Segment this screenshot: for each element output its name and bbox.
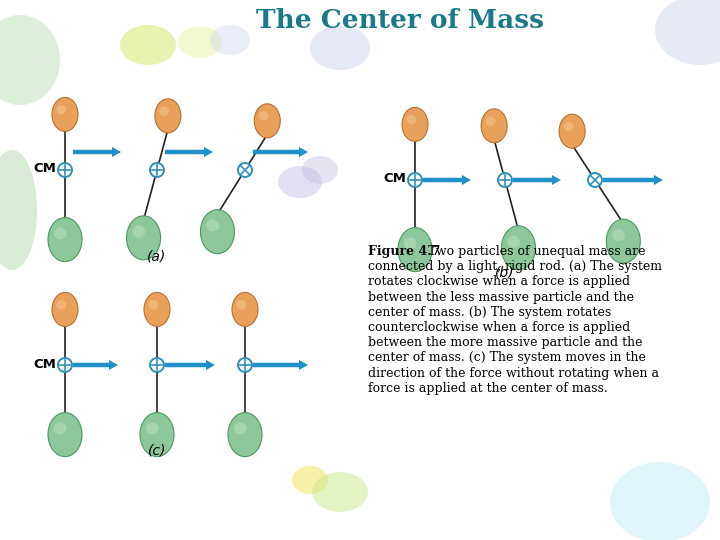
Text: (b): (b) <box>495 265 515 279</box>
Text: counterclockwise when a force is applied: counterclockwise when a force is applied <box>368 321 630 334</box>
Ellipse shape <box>258 111 269 121</box>
Ellipse shape <box>606 219 640 263</box>
Ellipse shape <box>56 105 66 114</box>
Ellipse shape <box>278 166 322 198</box>
Ellipse shape <box>254 104 280 138</box>
Ellipse shape <box>655 0 720 65</box>
Ellipse shape <box>236 300 246 309</box>
Ellipse shape <box>207 219 219 232</box>
Ellipse shape <box>48 413 82 457</box>
Ellipse shape <box>132 226 145 238</box>
Ellipse shape <box>398 227 432 272</box>
Text: (c): (c) <box>148 444 166 458</box>
Ellipse shape <box>481 109 507 143</box>
Ellipse shape <box>56 300 66 309</box>
Ellipse shape <box>404 238 417 249</box>
Ellipse shape <box>407 115 416 124</box>
Ellipse shape <box>178 26 222 58</box>
Ellipse shape <box>120 25 176 65</box>
FancyArrow shape <box>73 360 118 370</box>
Ellipse shape <box>210 25 250 55</box>
Text: CM: CM <box>33 357 56 370</box>
Ellipse shape <box>200 210 235 254</box>
FancyArrow shape <box>423 175 471 185</box>
Ellipse shape <box>234 422 247 435</box>
Text: The Center of Mass: The Center of Mass <box>256 8 544 32</box>
Ellipse shape <box>610 462 710 540</box>
Ellipse shape <box>559 114 585 148</box>
Ellipse shape <box>485 117 495 126</box>
Ellipse shape <box>501 226 536 270</box>
Ellipse shape <box>292 466 328 494</box>
Ellipse shape <box>159 106 169 116</box>
Text: CM: CM <box>383 172 406 186</box>
Text: rotates clockwise when a force is applied: rotates clockwise when a force is applie… <box>368 275 630 288</box>
Text: between the less massive particle and the: between the less massive particle and th… <box>368 291 634 303</box>
Ellipse shape <box>232 292 258 326</box>
Ellipse shape <box>52 292 78 326</box>
Ellipse shape <box>508 235 520 248</box>
Circle shape <box>408 173 422 187</box>
Circle shape <box>238 358 252 372</box>
FancyArrow shape <box>73 147 121 157</box>
Text: center of mass. (b) The system rotates: center of mass. (b) The system rotates <box>368 306 611 319</box>
Ellipse shape <box>302 156 338 184</box>
Text: Figure 4.7: Figure 4.7 <box>368 245 441 258</box>
Ellipse shape <box>0 15 60 105</box>
Text: CM: CM <box>33 163 56 176</box>
Circle shape <box>150 163 164 177</box>
Ellipse shape <box>564 122 573 131</box>
Ellipse shape <box>228 413 262 457</box>
Circle shape <box>498 173 512 187</box>
FancyArrow shape <box>603 175 663 185</box>
Ellipse shape <box>127 216 161 260</box>
Text: center of mass. (c) The system moves in the: center of mass. (c) The system moves in … <box>368 352 646 365</box>
Ellipse shape <box>155 99 181 133</box>
Ellipse shape <box>402 107 428 141</box>
Text: Two particles of unequal mass are: Two particles of unequal mass are <box>424 245 646 258</box>
Ellipse shape <box>612 229 625 241</box>
FancyArrow shape <box>165 360 215 370</box>
Ellipse shape <box>140 413 174 457</box>
Ellipse shape <box>148 300 158 309</box>
Ellipse shape <box>146 422 158 435</box>
Text: (a): (a) <box>148 249 166 263</box>
Circle shape <box>238 163 252 177</box>
FancyArrow shape <box>253 147 308 157</box>
Text: connected by a light, rigid rod. (a) The system: connected by a light, rigid rod. (a) The… <box>368 260 662 273</box>
Ellipse shape <box>54 422 67 435</box>
Ellipse shape <box>0 150 37 270</box>
Circle shape <box>58 358 72 372</box>
Text: between the more massive particle and the: between the more massive particle and th… <box>368 336 642 349</box>
Ellipse shape <box>54 227 67 240</box>
Ellipse shape <box>310 26 370 70</box>
FancyArrow shape <box>513 175 561 185</box>
FancyArrow shape <box>253 360 308 370</box>
Ellipse shape <box>52 97 78 131</box>
Circle shape <box>588 173 602 187</box>
Text: direction of the force without rotating when a: direction of the force without rotating … <box>368 367 659 380</box>
Circle shape <box>150 358 164 372</box>
Ellipse shape <box>312 472 368 512</box>
Ellipse shape <box>144 292 170 326</box>
FancyArrow shape <box>165 147 213 157</box>
Ellipse shape <box>48 218 82 261</box>
Text: force is applied at the center of mass.: force is applied at the center of mass. <box>368 382 608 395</box>
Circle shape <box>58 163 72 177</box>
